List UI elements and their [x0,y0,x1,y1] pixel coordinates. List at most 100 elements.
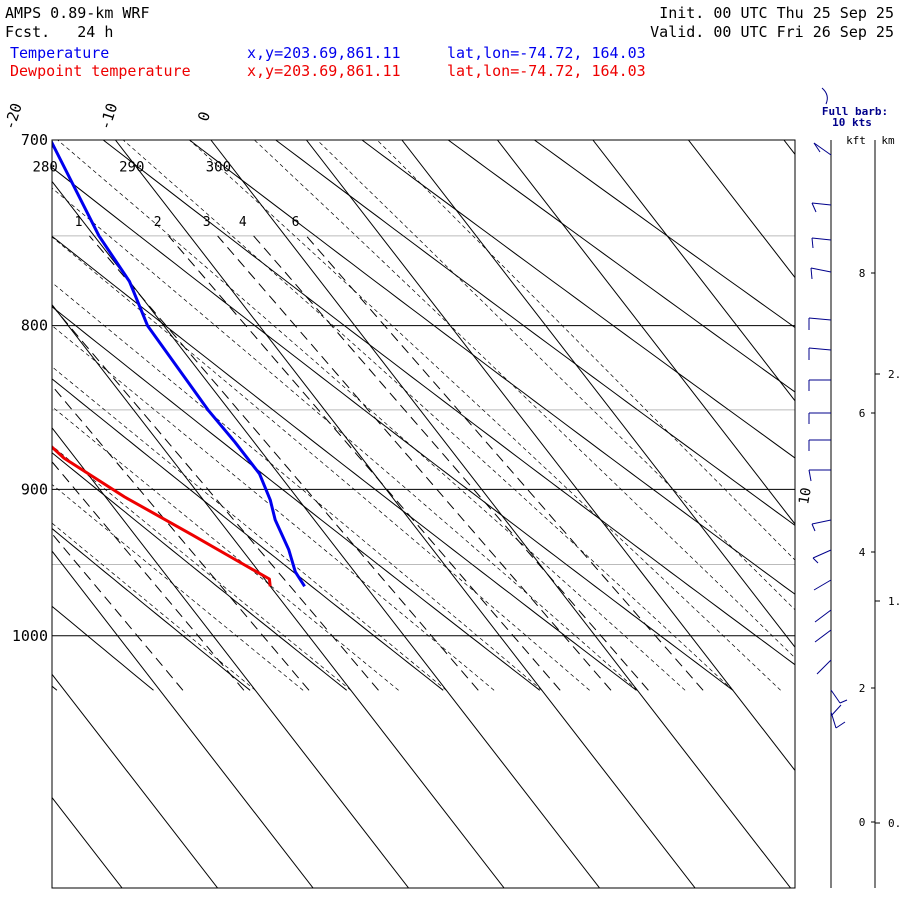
init-time: Init. 00 UTC Thu 25 Sep 25 [659,4,894,22]
isentrope-label: 290 [119,160,144,176]
kft-tick-label: 0 [859,816,866,829]
isotherm [306,140,795,772]
wind-barb [811,519,832,525]
wind-barb [812,557,819,564]
wind-barb [813,142,832,156]
isentrope-label: 300 [206,160,231,176]
moist-adiabat [52,187,638,691]
kft-label: kft [846,134,866,147]
dry-adiabat [102,140,795,666]
mixing-ratio-line [168,235,561,691]
valid-time: Valid. 00 UTC Fri 26 Sep 25 [650,23,894,41]
dry-adiabat [52,685,58,691]
wind-barb [811,202,832,206]
dry-adiabat [447,140,795,393]
kft-tick-label: 2 [859,682,866,695]
mixing-ratio-line [89,235,479,691]
wind-barb [811,237,832,241]
wind-barb [810,267,813,280]
moist-adiabat [52,406,399,691]
isotherm [592,140,795,402]
moist-adiabat [52,522,256,691]
moist-adiabat [52,325,495,691]
wind-barb-legend-sample [821,87,828,105]
wind-barb [808,317,832,321]
kft-tick-label: 6 [859,407,866,420]
isotherm [0,140,27,888]
moist-adiabat [316,140,795,611]
legend-dewpoint-latlon: lat,lon=-74.72, 164.03 [447,62,646,80]
mixing-ratio-label: 3 [203,215,211,230]
mixing-ratio-line [305,235,704,691]
wind-barb [839,699,848,704]
legend-dewpoint-xy: x,y=203.69,861.11 [247,62,401,80]
wind-barb [830,689,841,704]
moist-adiabat [52,236,590,691]
moist-adiabat [52,484,304,691]
barb-legend-line1: Full barb: [822,105,888,118]
isotherm-label: -20 [0,101,25,132]
pressure-label: 800 [21,317,48,335]
wind-barb [813,142,821,153]
legend-temperature-name: Temperature [10,44,110,62]
moist-adiabat [376,140,795,561]
isotherm [52,303,505,888]
km-label: km [881,134,895,147]
mixing-ratio-line [253,235,649,691]
km-tick-label: 0. [888,817,900,830]
dry-adiabat [52,452,348,691]
dry-adiabat [52,166,734,691]
kft-tick-label: 4 [859,546,866,559]
isotherm [52,673,218,888]
isotherm-label: -10 [96,101,121,132]
isotherm-label: 0 [194,109,214,123]
mixing-ratio-line [52,532,184,691]
isotherm [401,140,795,649]
pressure-label: 700 [21,131,48,149]
wind-barb [835,721,846,729]
mixing-ratio-line [52,304,379,691]
dry-adiabat [52,527,251,691]
moist-adiabat [52,282,543,691]
forecast-hour: Fcst. 24 h [5,23,114,41]
pressure-label: 1000 [12,627,48,645]
dry-adiabat [52,605,154,691]
dry-adiabat [52,306,541,691]
dry-adiabat [52,235,637,691]
moist-adiabat [52,366,447,691]
wind-barb [830,711,837,729]
isotherm [52,550,314,888]
barb-legend-line2: 10 kts [832,116,872,129]
wind-barb [808,347,832,351]
moist-adiabat [57,140,686,691]
mixing-ratio-label: 4 [239,215,247,230]
mixing-ratio-label: 6 [292,215,300,230]
isotherm [783,140,795,156]
wind-barb [808,469,812,482]
wind-barb [814,609,832,623]
dry-adiabat [534,140,795,329]
dry-adiabat [361,140,795,459]
moist-adiabat [189,140,781,691]
wind-barb [811,202,817,213]
dewpoint-line [52,445,272,587]
mixing-ratio-label: 1 [75,215,83,230]
dry-adiabat [275,140,795,526]
isotherm [115,140,696,888]
legend-temperature-xy: x,y=203.69,861.11 [247,44,401,62]
model-title: AMPS 0.89-km WRF [5,4,150,22]
pressure-label: 900 [21,480,48,498]
wind-barb [813,579,832,591]
mixing-ratio-label: 2 [154,215,162,230]
wind-barb [816,659,832,675]
wind-barb [811,523,816,532]
mixing-ratio-line [217,235,612,691]
mixing-ratio-line [52,461,245,691]
wind-barb [810,267,832,273]
legend-temperature-latlon: lat,lon=-74.72, 164.03 [447,44,646,62]
isotherm [688,140,795,279]
wind-annotation: 10 [796,486,815,505]
wind-barb [814,629,832,643]
isentrope-label: 280 [33,160,58,176]
